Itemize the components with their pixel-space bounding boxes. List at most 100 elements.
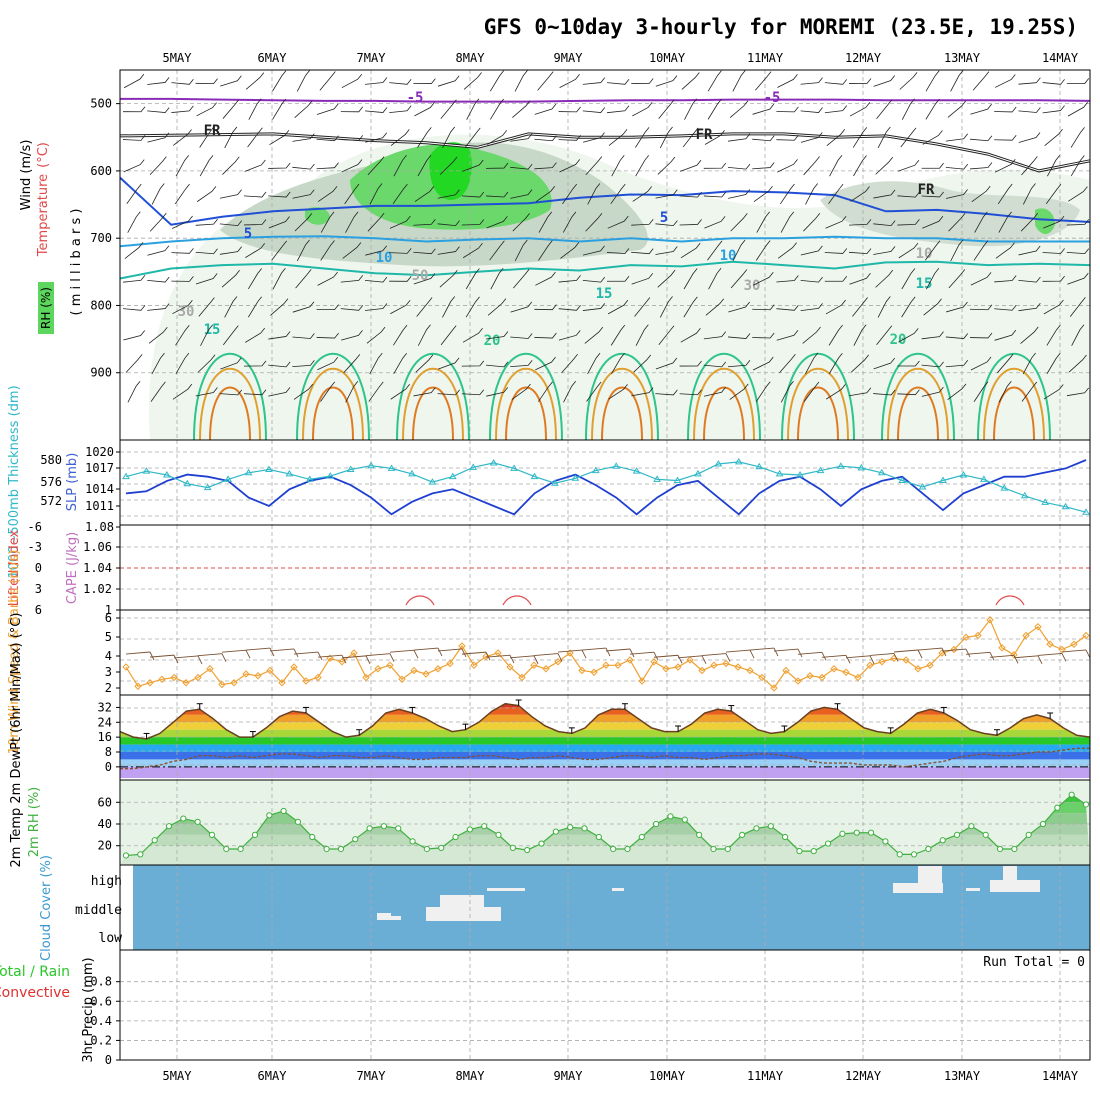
wind-barb <box>344 183 360 205</box>
slp-marker <box>244 468 253 476</box>
wind-barb <box>994 134 1017 141</box>
wind-barb <box>631 273 654 285</box>
wind-speed-marker <box>986 616 994 624</box>
wind-barb <box>558 106 581 113</box>
wind-barb <box>926 268 940 290</box>
wind-barb <box>752 332 775 339</box>
wind-barb <box>369 352 383 375</box>
wind-barb <box>365 245 388 256</box>
wind-speed-marker <box>434 665 442 673</box>
cloud-block <box>440 895 484 907</box>
wind-barb <box>196 186 217 202</box>
slp-marker <box>1020 491 1029 499</box>
slp-marker <box>183 479 192 487</box>
wind-barb <box>728 189 751 199</box>
temperature-contour-line <box>119 235 1090 248</box>
slp-marker <box>939 476 947 483</box>
slp-marker <box>632 467 641 474</box>
wind-speed-marker <box>278 679 286 687</box>
top-date-label: 11MAY <box>747 51 784 65</box>
wind-barb <box>969 304 993 311</box>
surface-wind-barb <box>1037 652 1067 662</box>
wind-barb <box>780 380 794 403</box>
rh-marker <box>1082 801 1090 808</box>
rh-marker <box>853 829 860 836</box>
y-axis-label: Temperature <box>36 174 51 257</box>
wind-barb <box>925 70 940 92</box>
wind-barb <box>272 268 286 290</box>
wind-barb <box>437 75 460 87</box>
wind-barb <box>635 324 649 346</box>
wind-barb <box>222 99 239 119</box>
wind-barb <box>466 98 480 120</box>
wind-barb <box>948 213 966 232</box>
wind-barb <box>828 183 844 204</box>
wind-barb <box>703 191 727 198</box>
wind-barb <box>679 191 702 198</box>
wind-barb <box>461 219 485 226</box>
cloud-panel: high middle low <box>75 864 1091 951</box>
y-tick-label: 0.4 <box>90 1014 112 1028</box>
wind-barb <box>631 219 654 226</box>
wind-barb <box>657 156 676 175</box>
wind-barb <box>752 271 774 286</box>
wind-barb <box>873 75 896 87</box>
wind-barb <box>1066 248 1090 255</box>
rh-marker <box>710 845 717 853</box>
temperature-contour <box>977 352 1051 441</box>
rh-marker <box>323 845 330 853</box>
wind-barb <box>1070 127 1085 148</box>
wind-barb <box>921 361 944 368</box>
wind-barb <box>486 331 509 340</box>
wind-barb <box>779 353 796 374</box>
wind-barb <box>147 77 170 85</box>
y-tick-label: 1017 <box>85 461 114 475</box>
wind-barb <box>243 360 267 367</box>
wind-barb <box>442 296 456 318</box>
surface-wind-barb <box>533 653 563 662</box>
wind-barb <box>584 326 604 344</box>
wind-barb <box>389 276 412 282</box>
wind-barb <box>366 326 386 344</box>
wind-barb <box>389 248 412 254</box>
wind-barb <box>512 100 531 118</box>
wind-barb <box>245 243 266 258</box>
wind-barb <box>340 106 364 113</box>
wind-barb <box>849 387 872 397</box>
wind-barb <box>413 218 436 226</box>
wind-barb <box>994 159 1016 173</box>
wind-barb <box>461 389 485 396</box>
wind-speed-marker <box>158 675 166 683</box>
wind-barb <box>534 162 557 170</box>
wind-barb <box>824 248 848 254</box>
wind-barb <box>489 98 504 120</box>
wind-barb <box>295 269 312 289</box>
rh-marker <box>782 833 789 841</box>
wind-barb <box>316 135 339 142</box>
y-tick-label-left: 580 <box>40 453 62 467</box>
wind-speed-marker <box>506 663 514 671</box>
wind-barb <box>998 211 1012 233</box>
slp-marker <box>918 483 927 490</box>
wind-barb <box>610 183 626 205</box>
y-tick-label: 500 <box>90 97 112 111</box>
wind-barb <box>800 276 823 283</box>
rh-marker <box>423 845 430 853</box>
wind-barb <box>219 189 242 199</box>
y-tick-label: 1.02 <box>83 582 112 596</box>
wind-barb <box>413 273 436 285</box>
rh-marker <box>910 851 918 858</box>
wind-barb <box>655 75 678 87</box>
wind-barb <box>416 297 433 317</box>
wind-barb <box>631 78 654 84</box>
temperature-contour <box>983 367 1045 441</box>
wind-barb <box>413 78 436 84</box>
y-tick-label: 0 <box>105 760 112 774</box>
wind-barb <box>150 381 166 402</box>
wind-barb <box>877 296 891 318</box>
wind-barb <box>172 383 193 400</box>
contour-label: 5 <box>660 210 668 226</box>
wind-barb <box>270 298 289 316</box>
wind-barb <box>559 159 581 173</box>
wind-barb <box>393 324 408 346</box>
